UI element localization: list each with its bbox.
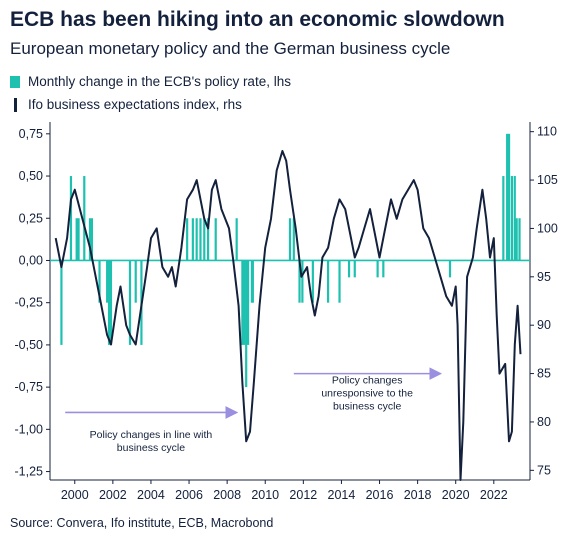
x-tick-label: 2008 <box>213 488 241 502</box>
right-tick-label: 105 <box>537 173 558 187</box>
left-tick-label: -0,50 <box>15 338 44 352</box>
policy-rate-bar <box>376 260 379 278</box>
left-tick-label: 0,50 <box>19 169 43 183</box>
policy-rate-bar <box>353 260 356 278</box>
left-tick-label: -0,75 <box>15 380 44 394</box>
policy-rate-bar <box>90 218 94 261</box>
right-tick-label: 90 <box>537 318 551 332</box>
policy-rate-bar <box>338 260 341 303</box>
policy-rate-bar <box>502 176 505 261</box>
policy-rate-bar <box>301 260 304 303</box>
policy-rate-bar <box>243 260 246 345</box>
policy-rate-bar <box>347 260 351 278</box>
policy-rate-bar <box>60 260 63 345</box>
ifo-line <box>54 150 522 481</box>
policy-rate-bar <box>134 260 137 303</box>
legend-item-ifo: Ifo business expectations index, rhs <box>10 97 242 112</box>
left-tick-label: 0,25 <box>19 211 43 225</box>
policy-rate-bar <box>69 176 73 261</box>
chart-subtitle: European monetary policy and the German … <box>10 39 451 58</box>
policy-rate-bar <box>83 176 86 261</box>
left-tick-label: -1,00 <box>15 422 44 436</box>
policy-rate-bar <box>245 260 248 388</box>
x-tick-label: 2010 <box>251 488 279 502</box>
policy-rate-bar <box>515 218 518 261</box>
policy-rate-bar <box>235 218 238 261</box>
annotation-text: business cycle <box>333 401 401 413</box>
left-tick-label: 0,00 <box>19 253 43 267</box>
policy-rate-bar <box>382 260 385 278</box>
legend-label-policy-rate: Monthly change in the ECB's policy rate,… <box>28 74 291 89</box>
left-tick-label: 0,75 <box>19 127 43 141</box>
left-tick-label: -1,25 <box>15 465 44 479</box>
right-tick-label: 100 <box>537 221 558 235</box>
policy-rate-bar <box>186 218 189 261</box>
legend-line-swatch <box>14 97 17 112</box>
policy-rate-bar <box>448 260 452 278</box>
policy-rate-bar <box>510 176 514 261</box>
policy-rate-bar <box>98 260 101 303</box>
policy-rate-bar <box>206 218 210 261</box>
x-tick-label: 2000 <box>61 488 89 502</box>
policy-rate-bar <box>199 218 202 261</box>
policy-rate-bar <box>214 218 217 261</box>
policy-rate-bar <box>241 260 244 345</box>
policy-rate-bar <box>311 260 314 303</box>
legend-label-ifo: Ifo business expectations index, rhs <box>28 97 242 112</box>
right-tick-label: 85 <box>537 367 551 381</box>
x-tick-label: 2002 <box>99 488 127 502</box>
policy-rate-bar <box>191 218 194 261</box>
right-tick-label: 95 <box>537 270 551 284</box>
x-tick-label: 2012 <box>289 488 317 502</box>
x-tick-label: 2016 <box>366 488 394 502</box>
policy-rate-bar <box>246 260 250 345</box>
policy-rate-bar <box>128 260 132 345</box>
x-tick-label: 2020 <box>442 488 470 502</box>
policy-rate-bar <box>507 133 511 261</box>
right-tick-label: 80 <box>537 415 551 429</box>
policy-rate-bar <box>107 260 111 345</box>
policy-rate-bar <box>203 218 206 261</box>
policy-rate-bar <box>298 260 301 303</box>
legend-bar-swatch <box>10 75 20 88</box>
policy-rate-bar <box>109 260 113 345</box>
x-tick-label: 2018 <box>404 488 432 502</box>
policy-rate-bar <box>77 218 80 261</box>
left-tick-label: -0,25 <box>15 296 44 310</box>
annotation-text: unresponsive to the <box>321 388 413 400</box>
policy-rate-bar <box>518 218 521 261</box>
x-tick-label: 2022 <box>480 488 508 502</box>
x-tick-label: 2006 <box>175 488 203 502</box>
policy-rate-bar <box>106 260 109 303</box>
policy-rate-bar <box>513 176 516 261</box>
source-note: Source: Convera, Ifo institute, ECB, Mac… <box>10 516 274 530</box>
policy-rate-bar <box>326 260 330 303</box>
policy-rate-bar <box>75 218 78 261</box>
policy-rate-bar <box>195 218 198 261</box>
annotation-text: Policy changes in line with <box>90 429 213 441</box>
policy-rate-bar <box>288 218 292 261</box>
right-tick-label: 110 <box>537 125 557 139</box>
legend-item-policy-rate: Monthly change in the ECB's policy rate,… <box>10 74 291 89</box>
chart-title: ECB has been hiking into an economic slo… <box>10 8 505 31</box>
right-tick-label: 75 <box>537 463 551 477</box>
policy-rate-bar <box>88 218 92 261</box>
policy-rate-bar <box>292 218 295 261</box>
x-tick-label: 2014 <box>328 488 356 502</box>
annotation-text: Policy changes <box>332 375 403 387</box>
policy-rate-bar <box>251 260 254 303</box>
x-tick-label: 2004 <box>137 488 165 502</box>
annotation-text: business cycle <box>117 442 185 454</box>
policy-rate-bar <box>506 133 509 261</box>
